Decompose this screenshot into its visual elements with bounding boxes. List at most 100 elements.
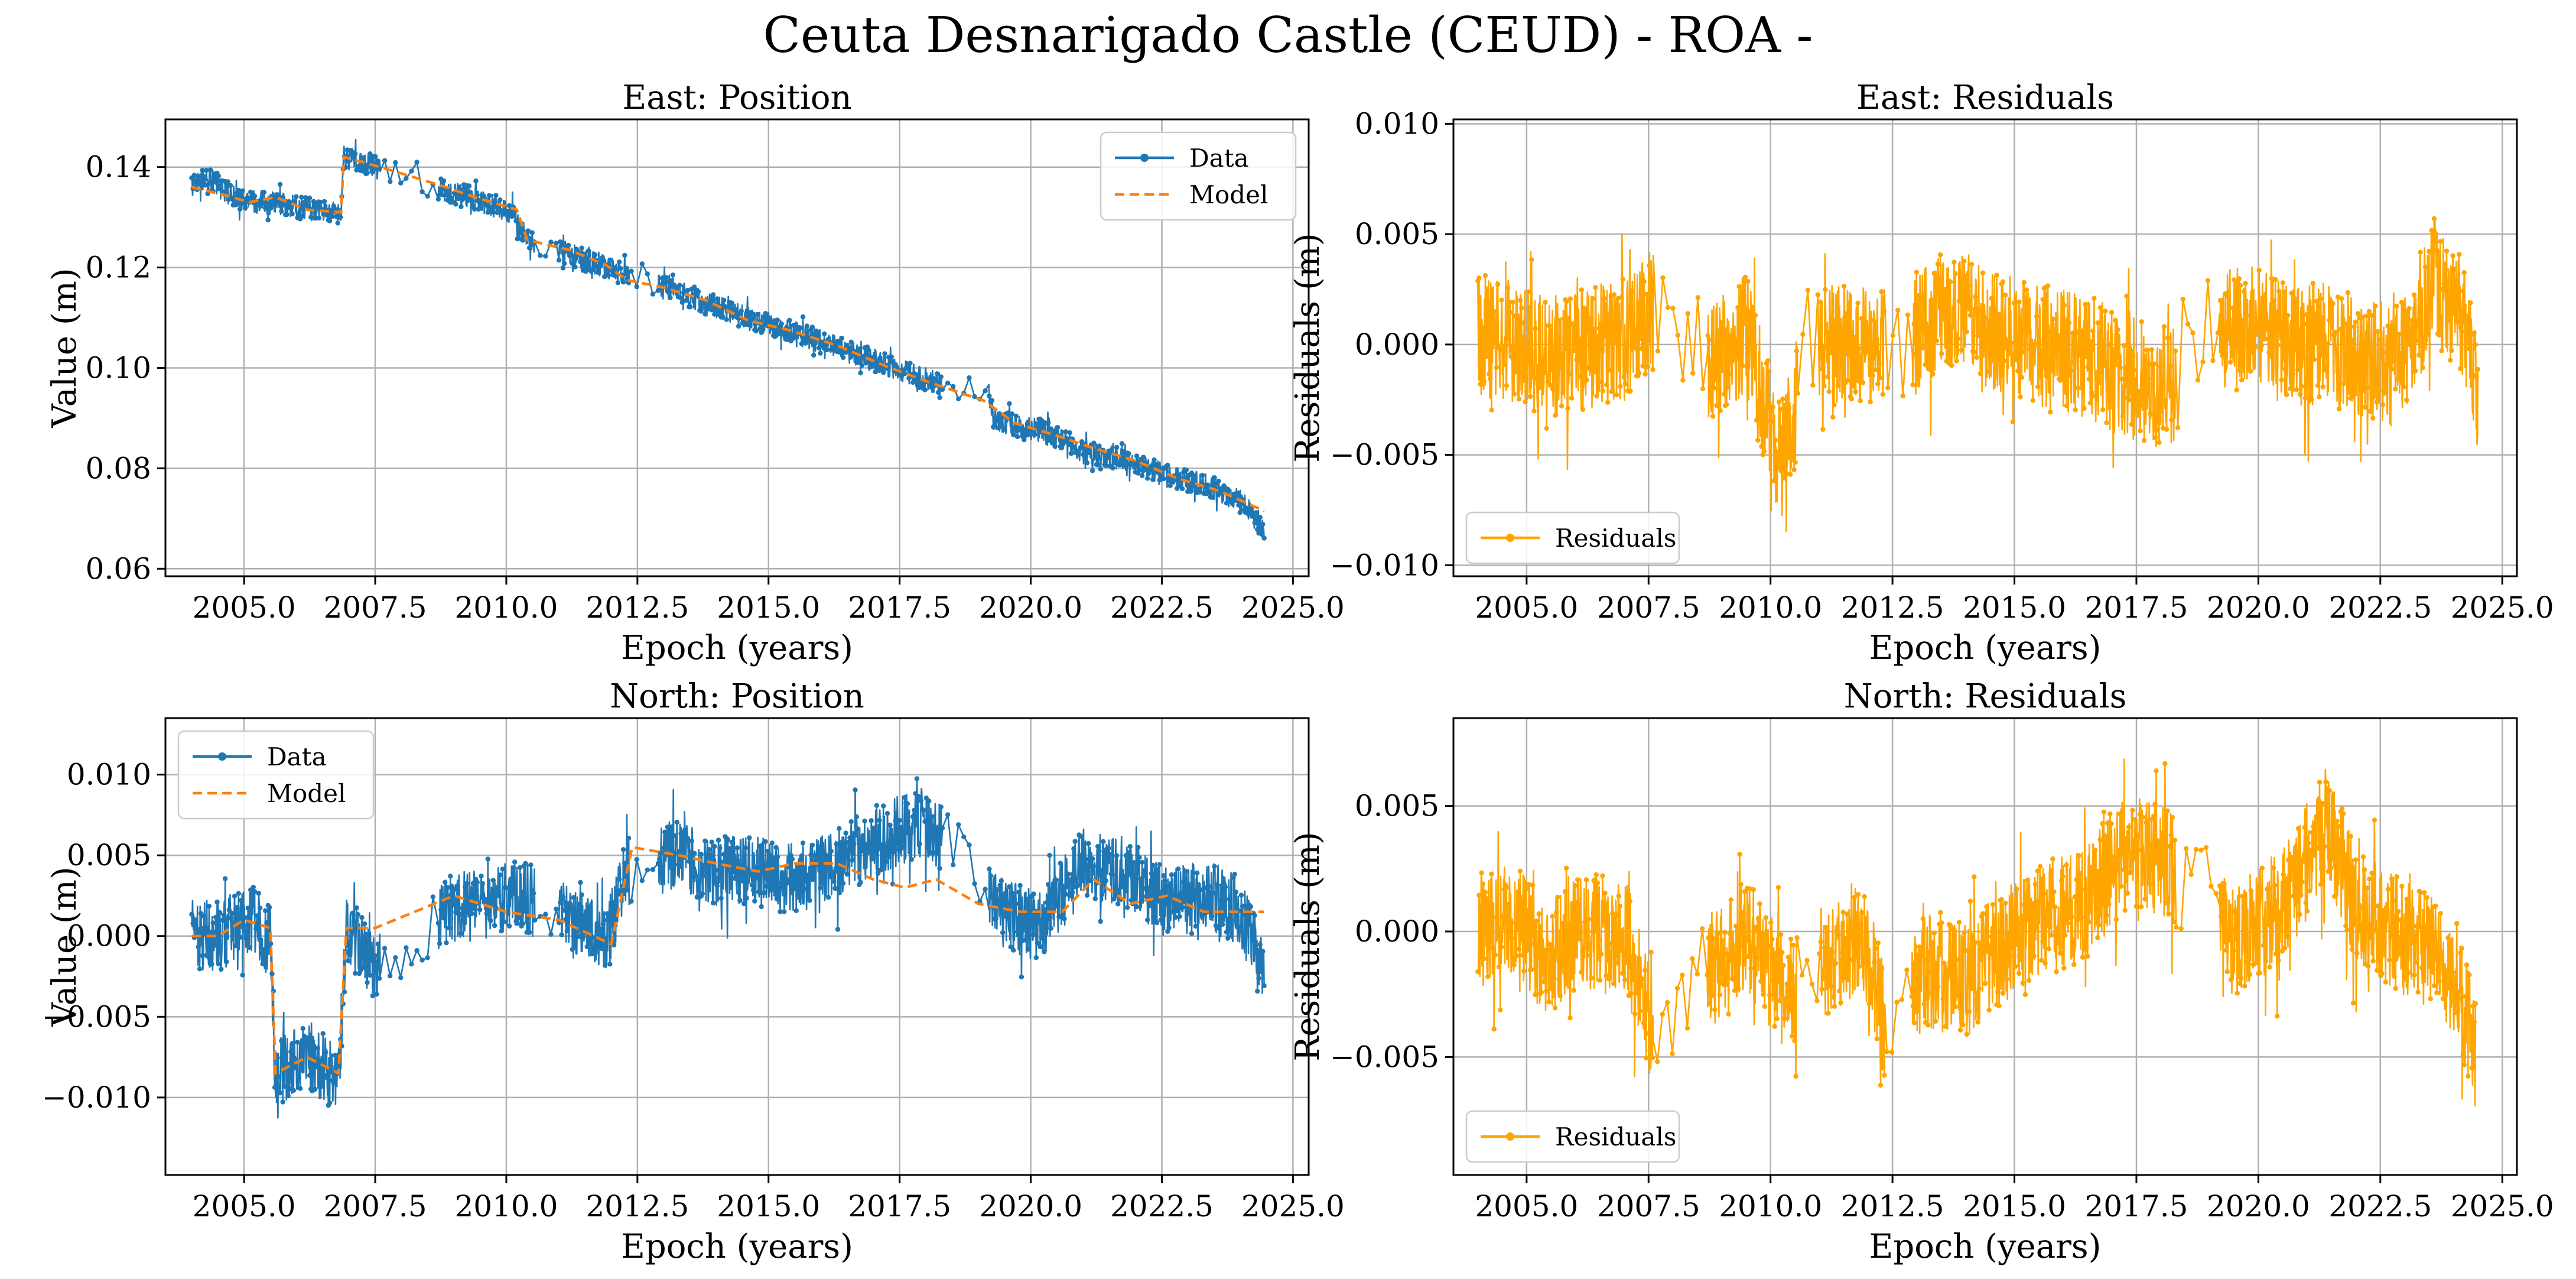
data-point	[318, 199, 323, 205]
data-point	[787, 881, 792, 886]
data-point	[1006, 916, 1011, 921]
data-point	[2281, 289, 2287, 295]
data-point	[2401, 936, 2406, 941]
data-point	[2434, 990, 2440, 995]
data-point	[1934, 338, 1939, 343]
data-point	[253, 207, 259, 213]
data-point	[2012, 963, 2018, 969]
data-point	[2414, 338, 2419, 343]
data-point	[300, 213, 305, 219]
data-point	[1843, 939, 1849, 945]
data-point	[1036, 920, 1042, 925]
data-point	[496, 893, 502, 898]
data-point	[1595, 880, 1601, 885]
data-point	[657, 856, 662, 862]
data-point	[1122, 874, 1127, 879]
data-point	[2259, 343, 2265, 348]
data-point	[2113, 317, 2118, 323]
data-point	[2198, 848, 2204, 853]
data-point	[2278, 918, 2284, 924]
data-point	[2073, 894, 2078, 900]
data-point	[239, 192, 244, 197]
data-point	[914, 776, 920, 781]
data-point	[1984, 904, 1989, 910]
data-point	[665, 824, 671, 830]
data-point	[1964, 329, 1969, 335]
data-point	[661, 845, 666, 851]
data-point	[1611, 981, 1616, 986]
data-point	[712, 311, 717, 317]
data-point	[1152, 457, 1157, 463]
data-point	[827, 874, 832, 879]
data-point	[465, 905, 470, 911]
data-point	[228, 183, 233, 189]
data-point	[570, 261, 575, 266]
data-point	[871, 825, 877, 831]
data-point	[1741, 944, 1746, 949]
data-point	[327, 218, 333, 223]
data-point	[2435, 966, 2441, 972]
data-point	[1670, 306, 1676, 311]
data-point	[1779, 455, 1784, 461]
data-point	[2200, 359, 2206, 365]
data-point	[988, 873, 993, 878]
data-point	[1478, 914, 1483, 920]
data-point	[235, 905, 240, 910]
data-point	[2185, 322, 2191, 327]
data-point	[2253, 932, 2259, 938]
data-point	[1608, 940, 1614, 946]
data-point	[1930, 371, 1936, 376]
data-point	[1785, 955, 1791, 960]
data-point	[409, 168, 414, 174]
data-point	[1500, 913, 1505, 918]
data-point	[800, 840, 806, 846]
data-point	[2285, 313, 2291, 318]
data-point	[1485, 974, 1491, 979]
data-point	[2457, 996, 2462, 1002]
data-point	[839, 852, 845, 858]
data-point	[382, 946, 388, 951]
data-point	[2268, 346, 2273, 351]
data-point	[2065, 920, 2070, 926]
data-point	[1872, 367, 1878, 373]
data-point	[1113, 456, 1118, 462]
data-point	[333, 206, 338, 212]
data-point	[1165, 929, 1170, 934]
data-point	[351, 918, 357, 924]
data-point	[269, 971, 275, 976]
data-point	[1837, 353, 1843, 359]
data-point	[360, 965, 366, 970]
data-point	[1048, 426, 1054, 431]
data-point	[2024, 287, 2029, 293]
data-point	[1501, 362, 1507, 367]
data-point	[2411, 292, 2417, 298]
data-point	[1497, 964, 1502, 970]
data-point	[2210, 358, 2216, 363]
data-point	[2461, 1062, 2467, 1067]
data-point	[485, 210, 490, 215]
data-point	[724, 317, 729, 322]
data-point	[1562, 889, 1568, 894]
data-point	[458, 204, 464, 209]
data-point	[2105, 820, 2110, 826]
data-point	[1940, 315, 1946, 320]
data-point	[2252, 943, 2258, 949]
data-point	[1260, 949, 1266, 954]
data-point	[2440, 287, 2445, 292]
data-point	[1550, 914, 1556, 919]
data-point	[2106, 381, 2112, 386]
data-point	[721, 297, 727, 303]
data-point	[2291, 339, 2297, 345]
data-point	[2248, 888, 2254, 894]
data-point	[1555, 894, 1560, 900]
data-point	[756, 889, 762, 895]
data-point	[2030, 398, 2035, 403]
x-axis-label: Epoch (years)	[1869, 1228, 2101, 1266]
data-point	[2238, 976, 2244, 981]
data-point	[464, 881, 469, 886]
y-tick-label: 0.06	[86, 551, 151, 586]
data-point	[692, 850, 697, 856]
data-point	[256, 891, 261, 896]
data-point	[2339, 296, 2344, 301]
data-point	[1645, 1007, 1650, 1012]
